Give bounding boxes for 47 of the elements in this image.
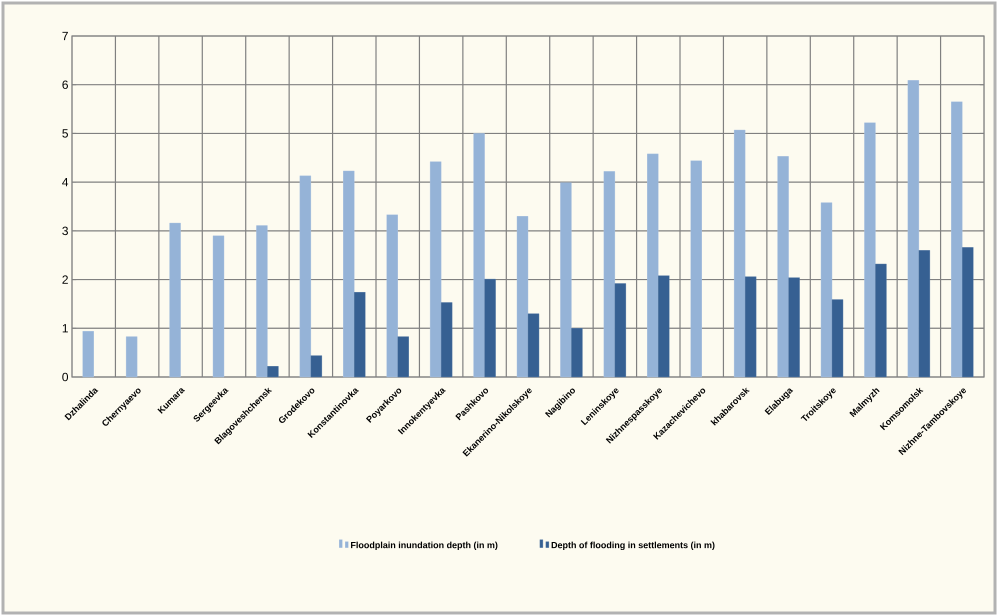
bar bbox=[528, 313, 540, 378]
bar bbox=[614, 283, 626, 378]
bar bbox=[516, 216, 528, 378]
y-tick-label: 3 bbox=[62, 226, 68, 236]
bar bbox=[690, 160, 702, 378]
bar bbox=[875, 264, 887, 378]
bar bbox=[777, 156, 789, 378]
bar bbox=[962, 247, 974, 378]
y-tick-label: 2 bbox=[62, 275, 68, 284]
bar bbox=[169, 222, 181, 378]
bar bbox=[604, 171, 616, 378]
bar bbox=[658, 275, 670, 378]
bar bbox=[473, 133, 485, 378]
bar bbox=[354, 292, 366, 378]
bar bbox=[212, 236, 224, 378]
bar bbox=[744, 276, 756, 378]
bar bbox=[484, 278, 496, 378]
bar bbox=[300, 176, 312, 378]
bar bbox=[430, 161, 442, 378]
legend-label: Depth of flooding in settlements (in m) bbox=[552, 542, 715, 550]
bar bbox=[126, 336, 138, 378]
bar bbox=[386, 214, 398, 378]
y-tick-label: 0 bbox=[62, 372, 68, 382]
bar bbox=[267, 366, 279, 378]
bar bbox=[832, 299, 844, 378]
bar bbox=[256, 225, 268, 378]
bar bbox=[820, 202, 832, 378]
bar bbox=[647, 154, 658, 378]
bar bbox=[864, 122, 876, 378]
y-tick-label: 7 bbox=[62, 32, 68, 40]
bar bbox=[571, 328, 583, 378]
bar bbox=[398, 336, 409, 378]
y-tick-label: 6 bbox=[62, 80, 68, 89]
bar bbox=[918, 250, 930, 378]
bar bbox=[788, 277, 800, 378]
y-tick-label: 1 bbox=[62, 324, 68, 332]
legend-label: Floodplain inundation depth (in m) bbox=[351, 542, 498, 550]
y-tick-label: 5 bbox=[62, 129, 68, 138]
bar bbox=[310, 355, 322, 378]
bar bbox=[343, 170, 354, 378]
bar bbox=[560, 182, 572, 378]
bar bbox=[734, 130, 746, 378]
y-tick-label: 4 bbox=[62, 178, 68, 186]
bar bbox=[440, 302, 452, 378]
bar bbox=[951, 102, 962, 378]
bar bbox=[908, 80, 920, 378]
bar bbox=[82, 331, 94, 378]
